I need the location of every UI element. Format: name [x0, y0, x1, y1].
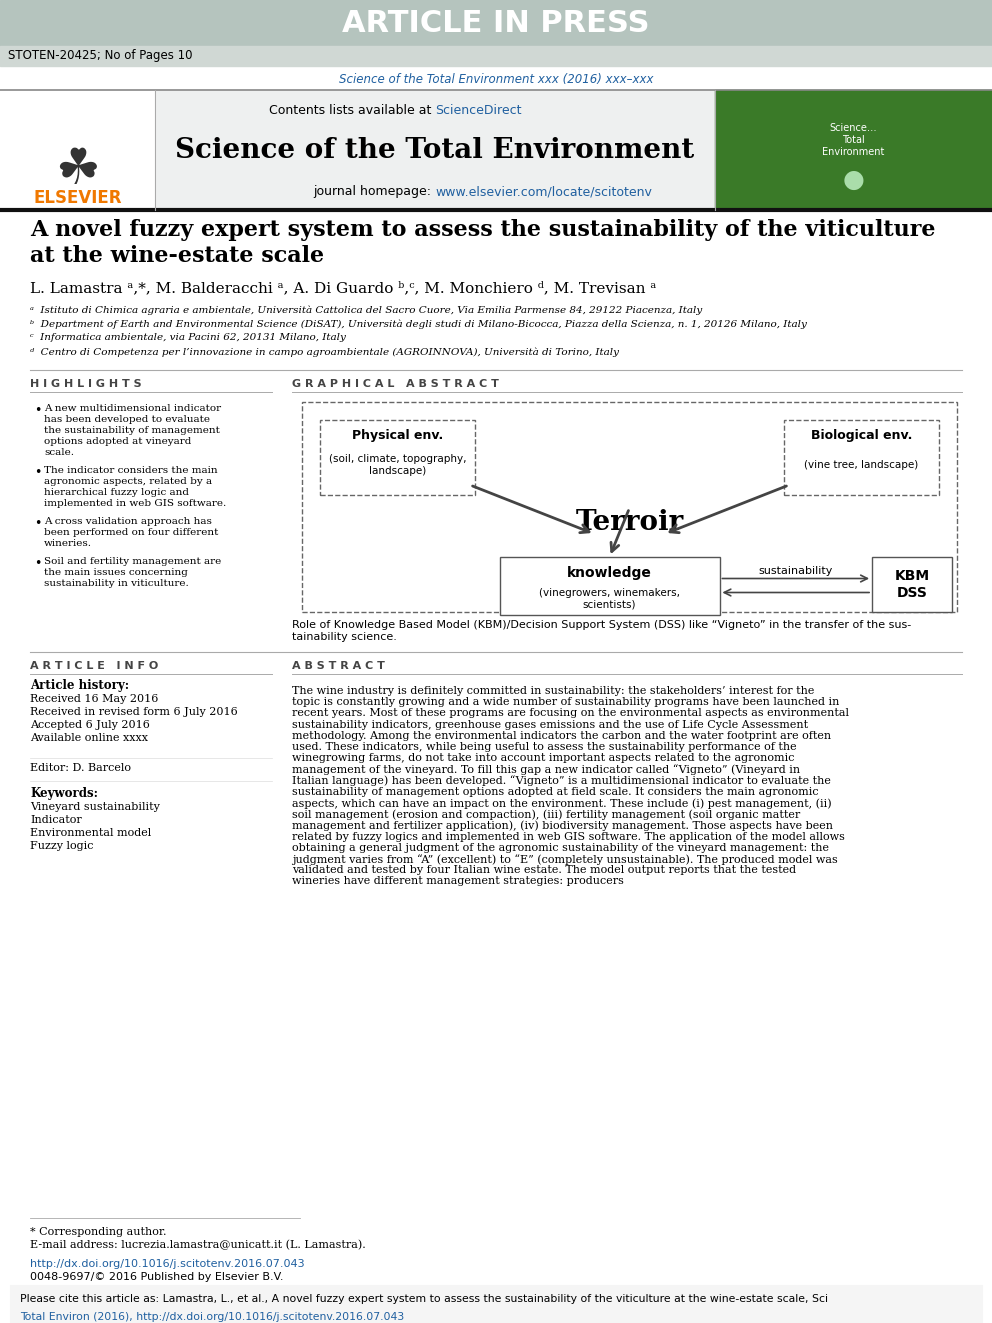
- Text: aspects, which can have an impact on the environment. These include (i) pest man: aspects, which can have an impact on the…: [292, 798, 831, 808]
- Text: (soil, climate, topography,
landscape): (soil, climate, topography, landscape): [328, 454, 466, 476]
- Text: at the wine-estate scale: at the wine-estate scale: [30, 245, 324, 267]
- Text: www.elsevier.com/locate/scitotenv: www.elsevier.com/locate/scitotenv: [435, 185, 652, 198]
- Text: Environmental model: Environmental model: [30, 828, 151, 837]
- Text: Article history:: Article history:: [30, 680, 129, 692]
- Text: Contents lists available at: Contents lists available at: [269, 103, 435, 116]
- Text: G R A P H I C A L   A B S T R A C T: G R A P H I C A L A B S T R A C T: [292, 378, 499, 389]
- Text: Accepted 6 July 2016: Accepted 6 July 2016: [30, 720, 150, 730]
- Text: (vinegrowers, winemakers,
scientists): (vinegrowers, winemakers, scientists): [539, 589, 680, 610]
- Text: agronomic aspects, related by a: agronomic aspects, related by a: [44, 478, 212, 486]
- Text: hierarchical fuzzy logic and: hierarchical fuzzy logic and: [44, 488, 189, 497]
- Text: obtaining a general judgment of the agronomic sustainability of the vineyard man: obtaining a general judgment of the agro…: [292, 843, 829, 853]
- Bar: [715, 90, 992, 210]
- Text: the main issues concerning: the main issues concerning: [44, 568, 187, 577]
- Text: management and fertilizer application), (iv) biodiversity management. Those aspe: management and fertilizer application), …: [292, 820, 833, 831]
- Bar: [10, 1285, 982, 1323]
- Text: Indicator: Indicator: [30, 815, 81, 826]
- Text: A R T I C L E   I N F O: A R T I C L E I N F O: [30, 662, 159, 671]
- Text: Science of the Total Environment: Science of the Total Environment: [176, 136, 694, 164]
- Text: recent years. Most of these programs are focusing on the environmental aspects a: recent years. Most of these programs are…: [292, 708, 849, 718]
- Text: Please cite this article as: Lamastra, L., et al., A novel fuzzy expert system t: Please cite this article as: Lamastra, L…: [20, 1294, 828, 1304]
- Text: the sustainability of management: the sustainability of management: [44, 426, 220, 435]
- Text: Role of Knowledge Based Model (KBM)/Decision Support System (DSS) like “Vigneto”: Role of Knowledge Based Model (KBM)/Deci…: [292, 620, 912, 642]
- Bar: [0, 0, 992, 46]
- Text: ᵈ  Centro di Competenza per l’innovazione in campo agroambientale (AGROINNOVA), : ᵈ Centro di Competenza per l’innovazione…: [30, 347, 619, 357]
- Text: A novel fuzzy expert system to assess the sustainability of the viticulture: A novel fuzzy expert system to assess th…: [30, 220, 935, 241]
- Text: The indicator considers the main: The indicator considers the main: [44, 466, 217, 475]
- Text: used. These indicators, while being useful to assess the sustainability performa: used. These indicators, while being usef…: [292, 742, 797, 751]
- Text: has been developed to evaluate: has been developed to evaluate: [44, 415, 210, 423]
- Text: scale.: scale.: [44, 448, 74, 456]
- Text: L. Lamastra ᵃ,*, M. Balderacchi ᵃ, A. Di Guardo ᵇ,ᶜ, M. Monchiero ᵈ, M. Trevisan: L. Lamastra ᵃ,*, M. Balderacchi ᵃ, A. Di…: [30, 280, 657, 295]
- Text: journal homepage:: journal homepage:: [313, 185, 435, 198]
- Text: Received 16 May 2016: Received 16 May 2016: [30, 695, 159, 704]
- Text: ELSEVIER: ELSEVIER: [34, 189, 122, 206]
- Text: topic is constantly growing and a wide number of sustainability programs have be: topic is constantly growing and a wide n…: [292, 697, 839, 708]
- Text: Fuzzy logic: Fuzzy logic: [30, 841, 93, 851]
- Text: ᵇ  Department of Earth and Environmental Science (DiSAT), Università degli studi: ᵇ Department of Earth and Environmental …: [30, 319, 806, 328]
- Text: ARTICLE IN PRESS: ARTICLE IN PRESS: [342, 8, 650, 37]
- Text: 0048-9697/© 2016 Published by Elsevier B.V.: 0048-9697/© 2016 Published by Elsevier B…: [30, 1271, 284, 1282]
- Text: STOTEN-20425; No of Pages 10: STOTEN-20425; No of Pages 10: [8, 49, 192, 62]
- Text: ᵃ  Istituto di Chimica agraria e ambientale, Università Cattolica del Sacro Cuor: ᵃ Istituto di Chimica agraria e ambienta…: [30, 306, 702, 315]
- Text: A B S T R A C T: A B S T R A C T: [292, 662, 385, 671]
- Text: knowledge: knowledge: [567, 566, 652, 579]
- Bar: [320, 419, 475, 495]
- Text: Vineyard sustainability: Vineyard sustainability: [30, 802, 160, 812]
- Bar: [500, 557, 719, 615]
- Bar: [872, 557, 952, 613]
- Text: Biological env.: Biological env.: [810, 429, 913, 442]
- Text: Science of the Total Environment xxx (2016) xxx–xxx: Science of the Total Environment xxx (20…: [338, 74, 654, 86]
- Text: Terroir: Terroir: [575, 508, 683, 536]
- Text: A cross validation approach has: A cross validation approach has: [44, 517, 212, 527]
- Text: Science…
Total
Environment: Science… Total Environment: [822, 123, 885, 156]
- Text: H I G H L I G H T S: H I G H L I G H T S: [30, 378, 142, 389]
- Text: sustainability in viticulture.: sustainability in viticulture.: [44, 579, 188, 587]
- Bar: [302, 402, 957, 613]
- Text: * Corresponding author.: * Corresponding author.: [30, 1226, 167, 1237]
- Text: been performed on four different: been performed on four different: [44, 528, 218, 537]
- Text: winegrowing farms, do not take into account important aspects related to the agr: winegrowing farms, do not take into acco…: [292, 753, 795, 763]
- Text: ●: ●: [842, 168, 864, 192]
- Text: E-mail address: lucrezia.lamastra@unicatt.it (L. Lamastra).: E-mail address: lucrezia.lamastra@unicat…: [30, 1240, 366, 1250]
- Text: Editor: D. Barcelo: Editor: D. Barcelo: [30, 763, 131, 773]
- Text: ☘: ☘: [56, 146, 100, 194]
- Text: Received in revised form 6 July 2016: Received in revised form 6 July 2016: [30, 706, 238, 717]
- Text: judgment varies from “A” (excellent) to “E” (completely unsustainable). The prod: judgment varies from “A” (excellent) to …: [292, 855, 838, 865]
- Text: ᶜ  Informatica ambientale, via Pacini 62, 20131 Milano, Italy: ᶜ Informatica ambientale, via Pacini 62,…: [30, 333, 346, 343]
- Text: validated and tested by four Italian wine estate. The model output reports that : validated and tested by four Italian win…: [292, 865, 797, 876]
- Text: •: •: [34, 466, 42, 479]
- Text: Soil and fertility management are: Soil and fertility management are: [44, 557, 221, 566]
- Text: A new multidimensional indicator: A new multidimensional indicator: [44, 404, 221, 413]
- Text: wineries.: wineries.: [44, 538, 92, 548]
- Text: Keywords:: Keywords:: [30, 787, 98, 800]
- Text: •: •: [34, 557, 42, 570]
- Text: Total Environ (2016), http://dx.doi.org/10.1016/j.scitotenv.2016.07.043: Total Environ (2016), http://dx.doi.org/…: [20, 1312, 405, 1322]
- Text: sustainability indicators, greenhouse gases emissions and the use of Life Cycle : sustainability indicators, greenhouse ga…: [292, 720, 808, 729]
- Text: KBM
DSS: KBM DSS: [895, 569, 930, 599]
- Text: management of the vineyard. To fill this gap a new indicator called “Vigneto” (V: management of the vineyard. To fill this…: [292, 765, 801, 775]
- Bar: [0, 90, 992, 210]
- Text: related by fuzzy logics and implemented in web GIS software. The application of : related by fuzzy logics and implemented …: [292, 832, 845, 841]
- Bar: [0, 46, 992, 66]
- Text: methodology. Among the environmental indicators the carbon and the water footpri: methodology. Among the environmental ind…: [292, 730, 831, 741]
- Text: Italian language) has been developed. “Vigneto” is a multidimensional indicator : Italian language) has been developed. “V…: [292, 775, 831, 786]
- Bar: [784, 419, 939, 495]
- Text: soil management (erosion and compaction), (iii) fertility management (soil organ: soil management (erosion and compaction)…: [292, 810, 801, 820]
- Bar: [0, 90, 155, 210]
- Text: The wine industry is definitely committed in sustainability: the stakeholders’ i: The wine industry is definitely committe…: [292, 687, 814, 696]
- Text: options adopted at vineyard: options adopted at vineyard: [44, 437, 191, 446]
- Text: implemented in web GIS software.: implemented in web GIS software.: [44, 499, 226, 508]
- Text: •: •: [34, 517, 42, 531]
- Text: Available online xxxx: Available online xxxx: [30, 733, 148, 744]
- Text: ScienceDirect: ScienceDirect: [435, 103, 522, 116]
- Text: sustainability of management options adopted at field scale. It considers the ma: sustainability of management options ado…: [292, 787, 818, 796]
- Text: wineries have different management strategies: producers: wineries have different management strat…: [292, 876, 624, 886]
- Text: •: •: [34, 404, 42, 417]
- Text: http://dx.doi.org/10.1016/j.scitotenv.2016.07.043: http://dx.doi.org/10.1016/j.scitotenv.20…: [30, 1259, 305, 1269]
- Text: Physical env.: Physical env.: [352, 429, 443, 442]
- Text: sustainability: sustainability: [759, 565, 833, 576]
- Text: (vine tree, landscape): (vine tree, landscape): [805, 460, 919, 470]
